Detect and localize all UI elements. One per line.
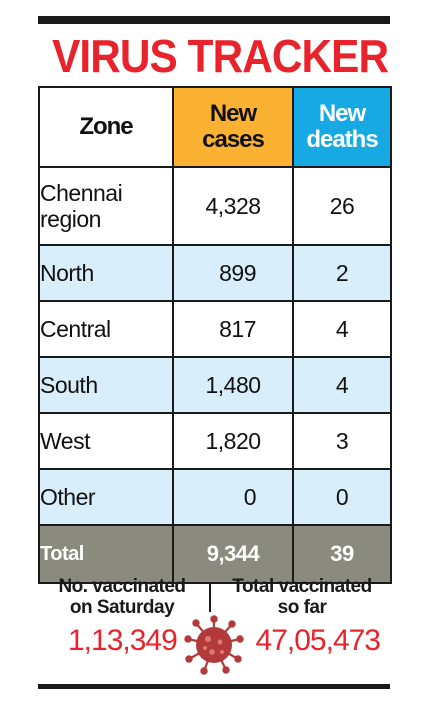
vaccinated-saturday-value: 1,13,349 [68, 624, 178, 657]
header-new-cases-line1: New [209, 100, 257, 127]
cases-cell: 0 [172, 468, 294, 526]
header-new-deaths-line2: deaths [306, 126, 378, 153]
cases-cell: 4,328 [172, 166, 294, 246]
header-zone: Zone [38, 86, 174, 168]
header-new-cases: New cases [172, 86, 294, 168]
total-row: Total 9,344 39 [38, 524, 392, 584]
zone-cell: Chennai region [38, 166, 174, 246]
deaths-cell: 0 [292, 468, 392, 526]
table-row: Other 0 0 [38, 468, 392, 526]
zone-line1: Chennai [40, 180, 123, 206]
cases-cell: 899 [172, 244, 294, 302]
header-new-deaths-line1: New [318, 100, 366, 127]
deaths-cell: 3 [292, 412, 392, 470]
zone-cell: North [38, 244, 174, 302]
table-row: North 899 2 [38, 244, 392, 302]
total-vaccinated-label-line2: so far [277, 597, 327, 618]
table-row: Chennai region 4,328 26 [38, 166, 392, 246]
zone-line2: region [40, 206, 101, 232]
deaths-cell: 26 [292, 166, 392, 246]
deaths-cell: 2 [292, 244, 392, 302]
total-vaccinated-block: Total vaccinated so far 47,05,473 [214, 576, 390, 684]
total-label: Total [38, 524, 174, 584]
table-header-row: Zone New cases New deaths [38, 86, 392, 168]
top-rule [38, 16, 390, 24]
header-new-cases-line2: cases [202, 126, 265, 153]
zone-cell: Other [38, 468, 174, 526]
table-row: Central 817 4 [38, 300, 392, 358]
cases-cell: 1,820 [172, 412, 294, 470]
bottom-rule [38, 684, 390, 689]
page-title: VIRUS TRACKER [52, 30, 389, 82]
total-cases: 9,344 [172, 524, 294, 584]
cases-cell: 817 [172, 300, 294, 358]
deaths-cell: 4 [292, 356, 392, 414]
header-new-deaths: New deaths [292, 86, 392, 168]
total-vaccinated-value: 47,05,473 [255, 624, 381, 657]
cases-cell: 1,480 [172, 356, 294, 414]
total-vaccinated-label-line1: Total vaccinated [232, 576, 372, 597]
zone-cell: Central [38, 300, 174, 358]
zone-cell: South [38, 356, 174, 414]
vaccinated-saturday-label-line2: on Saturday [69, 597, 175, 618]
total-deaths: 39 [292, 524, 392, 584]
coronavirus-icon [184, 615, 244, 675]
vaccinated-saturday-label-line1: No. vaccinated [58, 576, 186, 597]
table-row: West 1,820 3 [38, 412, 392, 470]
vaccination-divider [209, 582, 211, 612]
table-row: South 1,480 4 [38, 356, 392, 414]
deaths-cell: 4 [292, 300, 392, 358]
virus-tracker-table: Zone New cases New deaths Chennai region… [38, 86, 392, 584]
vaccinated-saturday-block: No. vaccinated on Saturday 1,13,349 [38, 576, 206, 684]
zone-cell: West [38, 412, 174, 470]
